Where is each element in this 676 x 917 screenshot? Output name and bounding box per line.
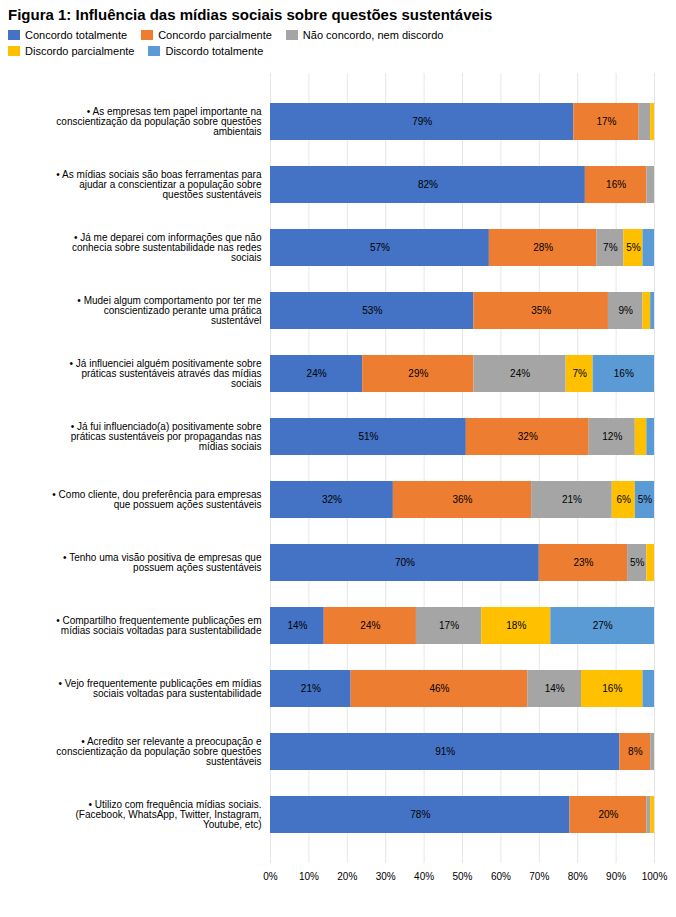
svg-text:60%: 60% [491, 871, 511, 882]
svg-text:16%: 16% [614, 368, 634, 379]
svg-text:50%: 50% [452, 871, 472, 882]
svg-text:53%: 53% [362, 305, 382, 316]
svg-text:7%: 7% [603, 242, 618, 253]
svg-text:7%: 7% [572, 368, 587, 379]
svg-text:18%: 18% [506, 620, 526, 631]
svg-text:5%: 5% [626, 242, 641, 253]
svg-text:21%: 21% [562, 494, 582, 505]
svg-text:70%: 70% [395, 557, 415, 568]
svg-text:27%: 27% [593, 620, 613, 631]
svg-text:30%: 30% [376, 871, 396, 882]
svg-text:14%: 14% [545, 683, 565, 694]
svg-text:8%: 8% [628, 746, 643, 757]
svg-text:23%: 23% [573, 557, 593, 568]
svg-text:24%: 24% [510, 368, 530, 379]
svg-text:51%: 51% [358, 431, 378, 442]
html-text:Concordo parcialmente: Concordo parcialmente [158, 29, 272, 41]
svg-text:100%: 100% [642, 871, 668, 882]
svg-text:70%: 70% [529, 871, 549, 882]
svg-text:• Compartilho frequentemente p: • Compartilho frequentemente publicações… [56, 615, 262, 636]
svg-text:46%: 46% [429, 683, 449, 694]
svg-text:14%: 14% [287, 620, 307, 631]
html-text:Concordo totalmente: Concordo totalmente [25, 29, 128, 41]
svg-text:16%: 16% [602, 683, 622, 694]
svg-text:• As mídias sociais são boas f: • As mídias sociais são boas ferramentas… [56, 169, 262, 200]
svg-text:79%: 79% [412, 116, 432, 127]
svg-text:32%: 32% [518, 431, 538, 442]
svg-text:• Já me deparei com informaçõe: • Já me deparei com informações que nãoc… [72, 232, 262, 263]
svg-text:17%: 17% [439, 620, 459, 631]
svg-text:28%: 28% [533, 242, 553, 253]
svg-text:16%: 16% [606, 179, 626, 190]
svg-text:10%: 10% [299, 871, 319, 882]
svg-text:• Mudei algum comportamento po: • Mudei algum comportamento por ter meco… [77, 295, 262, 326]
svg-text:• Utilizo com frequência mídia: • Utilizo com frequência mídias sociais.… [75, 799, 261, 830]
svg-text:40%: 40% [414, 871, 434, 882]
svg-text:• Tenho uma visão positiva de: • Tenho uma visão positiva de empresas q… [63, 552, 262, 573]
svg-text:80%: 80% [568, 871, 588, 882]
svg-text:82%: 82% [418, 179, 438, 190]
html-text:Discordo totalmente: Discordo totalmente [165, 45, 264, 57]
svg-text:35%: 35% [531, 305, 551, 316]
svg-text:24%: 24% [307, 368, 327, 379]
svg-text:78%: 78% [410, 809, 430, 820]
svg-text:91%: 91% [435, 746, 455, 757]
svg-text:57%: 57% [370, 242, 390, 253]
html-text:Não concordo, nem discordo: Não concordo, nem discordo [302, 29, 444, 41]
svg-text:9%: 9% [618, 305, 633, 316]
svg-text:36%: 36% [452, 494, 472, 505]
svg-text:29%: 29% [408, 368, 428, 379]
svg-text:21%: 21% [301, 683, 321, 694]
svg-text:24%: 24% [360, 620, 380, 631]
svg-text:0%: 0% [263, 871, 278, 882]
svg-text:• Vejo frequentemente publicaç: • Vejo frequentemente publicações em míd… [58, 678, 262, 699]
svg-text:5%: 5% [638, 494, 653, 505]
svg-text:• Acredito ser relevante a pre: • Acredito ser relevante a preocupação e… [56, 736, 262, 767]
svg-text:20%: 20% [337, 871, 357, 882]
svg-text:• As empresas tem papel import: • As empresas tem papel importante nacon… [56, 106, 262, 137]
svg-text:6%: 6% [617, 494, 632, 505]
svg-text:90%: 90% [606, 871, 626, 882]
svg-text:5%: 5% [630, 557, 645, 568]
html-text:Discordo parcialmente: Discordo parcialmente [25, 45, 135, 57]
svg-text:12%: 12% [602, 431, 622, 442]
svg-text:• Já influenciei alguém positi: • Já influenciei alguém positivamente so… [70, 358, 262, 389]
svg-text:• Já fui influenciado(a) posit: • Já fui influenciado(a) positivamente s… [71, 421, 262, 452]
svg-text:• Como cliente, dou preferênci: • Como cliente, dou preferência para emp… [52, 489, 261, 510]
svg-text:20%: 20% [598, 809, 618, 820]
svg-text:32%: 32% [322, 494, 342, 505]
html-text:Figura 1: Influência das mídia: Figura 1: Influência das mídias sociais … [8, 6, 493, 23]
svg-text:17%: 17% [596, 116, 616, 127]
